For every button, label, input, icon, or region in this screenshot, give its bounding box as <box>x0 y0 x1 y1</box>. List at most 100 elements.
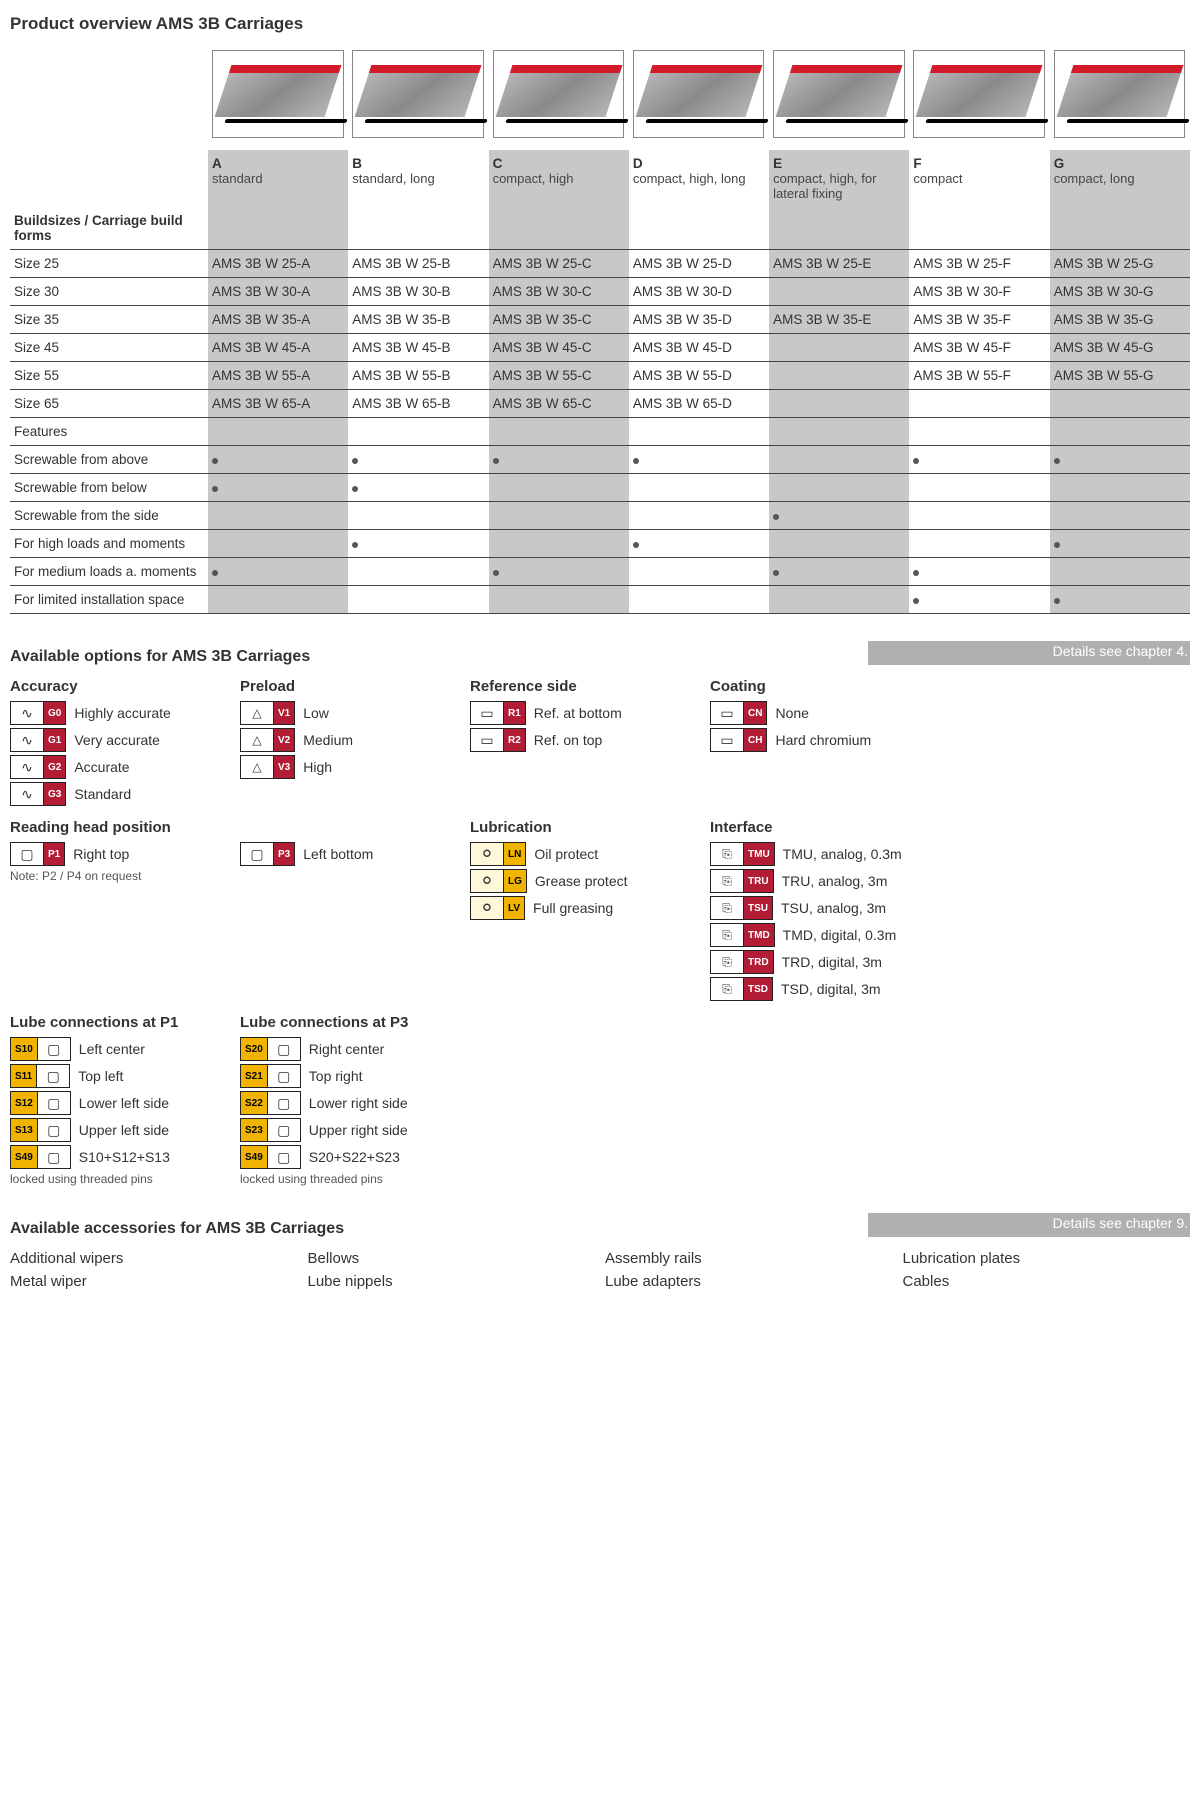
size-cell: AMS 3B W 30-B <box>348 278 488 306</box>
option-item: TMDTMD, digital, 0.3m <box>710 923 1190 947</box>
feature-row-label: Screwable from the side <box>10 502 208 530</box>
option-icon <box>471 729 504 751</box>
option-label: S20+S22+S23 <box>309 1149 400 1165</box>
option-label: Ref. at bottom <box>534 705 622 721</box>
option-item: P3Left bottom <box>240 842 460 866</box>
option-item: S49 S20+S22+S23 <box>240 1145 460 1169</box>
size-cell: AMS 3B W 55-D <box>629 362 769 390</box>
option-icon <box>268 1146 300 1168</box>
variant-header: Bstandard, long <box>348 150 488 207</box>
option-icon <box>711 978 744 1000</box>
option-group-title: Preload <box>240 678 460 695</box>
size-cell <box>769 362 909 390</box>
option-icon <box>711 729 744 751</box>
option-item: G1Very accurate <box>10 728 230 752</box>
option-tag: S21 <box>241 1065 268 1087</box>
option-item: S11Top left <box>10 1064 230 1088</box>
option-label: Upper left side <box>79 1122 169 1138</box>
chapter-strip-options: Details see chapter 4. <box>868 641 1190 665</box>
option-label: Ref. on top <box>534 732 603 748</box>
option-icon <box>471 870 504 892</box>
size-cell: AMS 3B W 35-F <box>909 306 1049 334</box>
option-tag: R1 <box>504 702 525 724</box>
size-row-label: Size 30 <box>10 278 208 306</box>
option-tag: V2 <box>274 729 294 751</box>
option-icon <box>268 1092 300 1114</box>
option-item: TRUTRU, analog, 3m <box>710 869 1190 893</box>
option-item: S22Lower right side <box>240 1091 460 1115</box>
feature-dot <box>208 586 348 614</box>
size-cell <box>909 390 1049 418</box>
option-icon <box>711 951 744 973</box>
option-label: TMU, analog, 0.3m <box>783 846 902 862</box>
option-icon <box>268 1065 300 1087</box>
size-cell <box>769 334 909 362</box>
variant-header: Gcompact, long <box>1050 150 1190 207</box>
carriage-image <box>913 50 1045 138</box>
option-item: S21 Top right <box>240 1064 460 1088</box>
feature-dot <box>769 558 909 586</box>
feature-dot <box>1050 558 1190 586</box>
option-tag: LG <box>504 870 526 892</box>
option-item: G0Highly accurate <box>10 701 230 725</box>
carriage-image <box>212 50 344 138</box>
option-tag: G3 <box>44 783 65 805</box>
carriage-image <box>493 50 625 138</box>
variant-header: Dcompact, high, long <box>629 150 769 207</box>
feature-dot <box>909 502 1049 530</box>
option-label: Full greasing <box>533 900 613 916</box>
lube-p3-note: locked using threaded pins <box>240 1172 460 1186</box>
size-row-label: Size 65 <box>10 390 208 418</box>
option-label: Right top <box>73 846 129 862</box>
option-label: TRU, analog, 3m <box>782 873 888 889</box>
feature-dot <box>909 558 1049 586</box>
feature-dot <box>489 558 629 586</box>
size-cell: AMS 3B W 25-A <box>208 250 348 278</box>
option-label: Top right <box>309 1068 363 1084</box>
size-cell: AMS 3B W 45-B <box>348 334 488 362</box>
option-icon <box>241 729 274 751</box>
option-label: Standard <box>74 786 131 802</box>
size-cell: AMS 3B W 30-F <box>909 278 1049 306</box>
accessory-item: Metal wiper <box>10 1273 298 1290</box>
size-cell: AMS 3B W 35-D <box>629 306 769 334</box>
option-icon <box>241 843 274 865</box>
accessory-item: Cables <box>903 1273 1191 1290</box>
feature-dot <box>1050 474 1190 502</box>
size-cell: AMS 3B W 25-G <box>1050 250 1190 278</box>
option-group-title: Reading head position <box>10 819 230 836</box>
option-tag: P1 <box>44 843 64 865</box>
option-icon <box>38 1092 70 1114</box>
feature-dot <box>348 446 488 474</box>
lube-p1-note: locked using threaded pins <box>10 1172 230 1186</box>
size-cell: AMS 3B W 45-C <box>489 334 629 362</box>
size-cell: AMS 3B W 35-A <box>208 306 348 334</box>
accessories-title: Available accessories for AMS 3B Carriag… <box>10 1220 344 1238</box>
feature-row-label: Screwable from below <box>10 474 208 502</box>
option-group-title: Coating <box>710 678 1190 695</box>
option-item: S12Lower left side <box>10 1091 230 1115</box>
size-cell: AMS 3B W 25-C <box>489 250 629 278</box>
option-label: TSD, digital, 3m <box>781 981 881 997</box>
feature-dot <box>489 474 629 502</box>
feature-dot <box>348 530 488 558</box>
feature-dot <box>769 446 909 474</box>
feature-dot <box>629 558 769 586</box>
option-label: TRD, digital, 3m <box>782 954 882 970</box>
option-icon <box>471 897 504 919</box>
option-tag: S49 <box>241 1146 268 1168</box>
size-cell <box>769 278 909 306</box>
option-tag: TMD <box>744 924 774 946</box>
option-tag: G1 <box>44 729 65 751</box>
option-group-title: Accuracy <box>10 678 230 695</box>
option-item: S13Upper left side <box>10 1118 230 1142</box>
feature-dot <box>629 474 769 502</box>
size-cell: AMS 3B W 55-C <box>489 362 629 390</box>
option-group-title: Lube connections at P1 <box>10 1014 230 1031</box>
option-icon <box>711 897 744 919</box>
size-cell: AMS 3B W 35-G <box>1050 306 1190 334</box>
size-cell: AMS 3B W 25-D <box>629 250 769 278</box>
option-item: CHHard chromium <box>710 728 1190 752</box>
feature-dot <box>629 502 769 530</box>
option-item: G2Accurate <box>10 755 230 779</box>
